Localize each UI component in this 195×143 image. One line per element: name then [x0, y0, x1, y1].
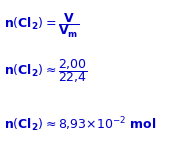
- Text: $\mathbf{n}\left(\mathbf{Cl_2}\right){=}\dfrac{\mathbf{V}}{\mathbf{V_m}}$: $\mathbf{n}\left(\mathbf{Cl_2}\right){=}…: [4, 12, 79, 40]
- Text: $\mathbf{n}\left(\mathbf{Cl_2}\right){\approx}\dfrac{2{,}00}{22{,}4}$: $\mathbf{n}\left(\mathbf{Cl_2}\right){\a…: [4, 57, 88, 86]
- Text: $\mathbf{n}\left(\mathbf{Cl_2}\right){\approx}8{,}93{\times}10^{-2}\ \mathbf{mol: $\mathbf{n}\left(\mathbf{Cl_2}\right){\a…: [4, 115, 156, 134]
